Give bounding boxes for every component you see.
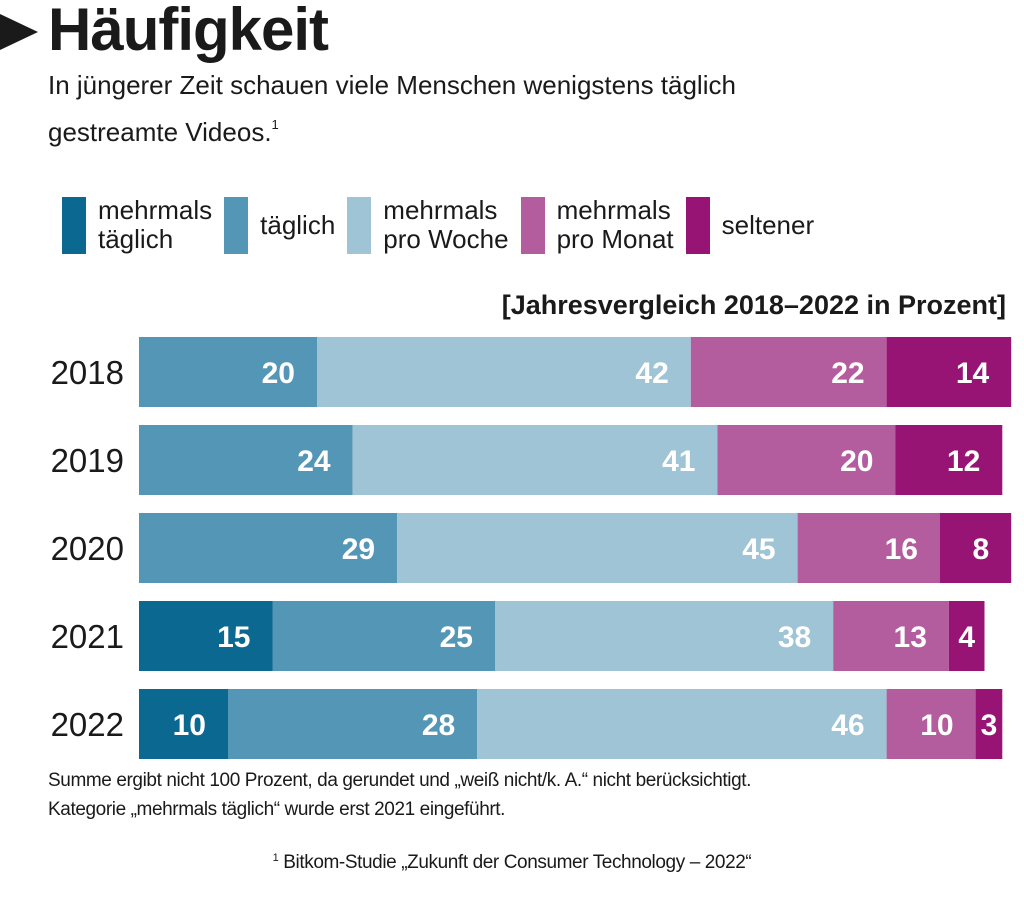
bar-segment-2021-4: [948, 601, 985, 671]
year-label-2020: 2020: [51, 530, 124, 567]
bar-segment-2020-2: [397, 513, 798, 583]
bar-segment-2022-3: [886, 689, 976, 759]
year-label-2021: 2021: [51, 618, 124, 655]
title-arrow-icon: [0, 14, 38, 50]
data-label-2018-1: 20: [262, 357, 295, 390]
data-label-2020-4: 8: [973, 533, 990, 566]
bar-segment-2022-1: [228, 689, 478, 759]
data-label-2021-3: 13: [894, 621, 927, 654]
data-label-2021-1: 25: [440, 621, 473, 654]
year-label-2022: 2022: [51, 706, 124, 743]
bar-segment-2019-4: [895, 425, 1003, 495]
bar-segment-2021-3: [833, 601, 949, 671]
bar-segment-2022-2: [477, 689, 887, 759]
data-label-2022-3: 10: [920, 709, 953, 742]
data-label-2021-2: 38: [778, 621, 811, 654]
bar-segment-2018-4: [886, 337, 1012, 407]
bar-segment-2020-4: [940, 513, 1012, 583]
subtitle-footnote-mark: 1: [271, 117, 279, 132]
legend-label: seltener: [721, 209, 815, 240]
data-label-2018-3: 22: [831, 357, 864, 390]
bar-segment-2018-1: [139, 337, 317, 407]
data-label-2020-3: 16: [885, 533, 918, 566]
legend-label: täglich: [260, 209, 336, 240]
data-label-2018-4: 14: [956, 357, 990, 390]
bar-segment-2019-3: [717, 425, 896, 495]
chart-subtitle: In jüngerer Zeit schauen viele Menschen …: [48, 66, 808, 152]
legend-item-mehrmals-taeglich: mehrmals täglich: [62, 196, 212, 254]
bar-segment-2021-1: [272, 601, 495, 671]
legend: mehrmals täglich täglich mehrmals pro Wo…: [62, 196, 826, 254]
bar-segment-2019-1: [139, 425, 353, 495]
unit-note: [Jahresvergleich 2018–2022 in Prozent]: [501, 290, 1006, 320]
bar-segment-2021-2: [495, 601, 834, 671]
footnote-line-1: Summe ergibt nicht 100 Prozent, da gerun…: [48, 770, 752, 791]
bar-segment-2022-0: [139, 689, 228, 759]
legend-swatch: [685, 196, 710, 254]
data-label-2020-1: 29: [342, 533, 375, 566]
footnote-line-2: Kategorie „mehrmals täglich“ wurde erst …: [48, 799, 506, 820]
legend-item-seltener: seltener: [685, 196, 815, 254]
legend-label: mehrmals pro Woche: [383, 195, 509, 254]
footnote: Summe ergibt nicht 100 Prozent, da gerun…: [48, 766, 751, 824]
bar-segment-2022-4: [975, 689, 1003, 759]
bar-segment-2021-0: [139, 601, 273, 671]
bar-segment-2020-1: [139, 513, 398, 583]
source-text: Bitkom-Studie „Zukunft der Consumer Tech…: [278, 852, 752, 873]
legend-item-mehrmals-pro-monat: mehrmals pro Monat: [520, 195, 674, 254]
data-label-2020-2: 45: [742, 533, 775, 566]
data-label-2022-4: 3: [981, 709, 998, 742]
data-label-2019-1: 24: [297, 445, 331, 478]
legend-item-mehrmals-pro-woche: mehrmals pro Woche: [347, 195, 509, 254]
source-note: 1 Bitkom-Studie „Zukunft der Consumer Te…: [0, 852, 1024, 874]
legend-label: mehrmals täglich: [98, 195, 213, 254]
year-label-2018: 2018: [51, 354, 124, 391]
data-label-2022-2: 46: [831, 709, 864, 742]
data-label-2019-3: 20: [840, 445, 873, 478]
bar-segment-2020-3: [797, 513, 940, 583]
legend-label: mehrmals pro Monat: [556, 195, 674, 254]
bar-segment-2018-3: [690, 337, 887, 407]
data-label-2021-4: 4: [958, 621, 975, 654]
data-label-2019-2: 41: [662, 445, 695, 478]
legend-swatch: [347, 196, 372, 254]
data-label-2022-1: 28: [422, 709, 455, 742]
subtitle-text: In jüngerer Zeit schauen viele Menschen …: [48, 70, 736, 147]
data-label-2021-0: 15: [217, 621, 250, 654]
data-label-2018-2: 42: [635, 357, 668, 390]
year-label-2019: 2019: [51, 442, 124, 479]
bar-segment-2018-2: [317, 337, 691, 407]
legend-item-taeglich: täglich: [224, 196, 336, 254]
legend-swatch: [520, 196, 545, 254]
source-footnote-mark: 1: [272, 852, 279, 864]
data-label-2019-4: 12: [947, 445, 980, 478]
bar-segment-2019-2: [352, 425, 718, 495]
chart-title: Häufigkeit: [48, 0, 329, 63]
legend-swatch: [62, 196, 86, 254]
legend-swatch: [224, 196, 249, 254]
data-label-2022-0: 10: [173, 709, 206, 742]
